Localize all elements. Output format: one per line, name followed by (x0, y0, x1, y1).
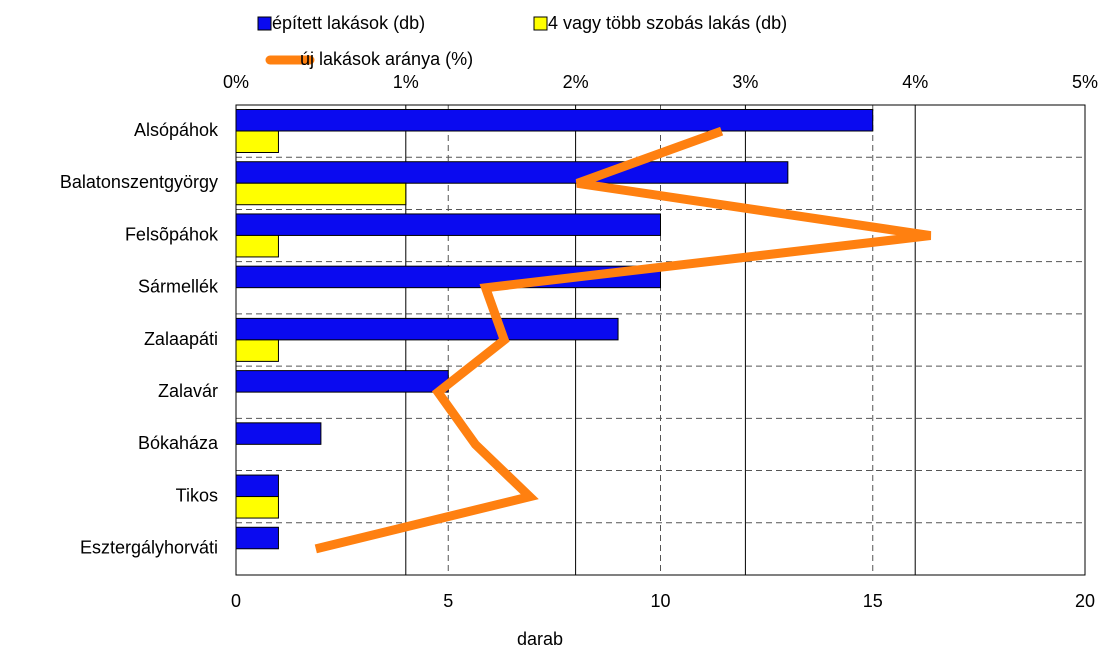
x2-tick-label: 3% (732, 72, 758, 92)
bar (235, 234, 279, 258)
bar (235, 526, 279, 550)
y-tick-label: Sármellék (138, 277, 219, 297)
y-tick-label: Felsõpáhok (125, 224, 219, 244)
y-tick-label: Zalavár (158, 381, 218, 401)
bar (235, 109, 874, 132)
bar (235, 317, 619, 341)
x-axis-label: darab (517, 629, 563, 649)
y-tick-label: Balatonszentgyörgy (60, 172, 218, 192)
legend-label: új lakások aránya (%) (300, 49, 473, 69)
x2-tick-label: 2% (563, 72, 589, 92)
bar (235, 213, 661, 236)
bar (235, 496, 279, 519)
y-tick-label: Alsópáhok (134, 120, 219, 140)
legend-label: 4 vagy több szobás lakás (db) (548, 13, 787, 33)
bar (235, 474, 279, 498)
x-tick-label: 5 (443, 591, 453, 611)
legend-swatch (257, 16, 272, 31)
bar (235, 161, 789, 184)
x2-tick-label: 5% (1072, 72, 1098, 92)
bar (235, 339, 279, 362)
line (314, 126, 932, 554)
x2-tick-label: 4% (902, 72, 928, 92)
x2-tick-label: 0% (223, 72, 249, 92)
x-tick-label: 20 (1075, 591, 1095, 611)
bar (235, 422, 322, 445)
legend-swatch (533, 16, 548, 31)
legend-label: épített lakások (db) (272, 13, 425, 33)
bar (235, 130, 279, 153)
bar (235, 182, 407, 206)
x-tick-label: 15 (863, 591, 883, 611)
x2-tick-label: 1% (393, 72, 419, 92)
x-tick-label: 10 (650, 591, 670, 611)
y-tick-label: Zalaapáti (144, 329, 218, 349)
y-tick-label: Esztergályhorváti (80, 538, 218, 558)
y-tick-label: Tikos (176, 485, 218, 505)
x-tick-label: 0 (231, 591, 241, 611)
y-tick-label: Bókaháza (138, 433, 219, 453)
bar (235, 370, 449, 393)
